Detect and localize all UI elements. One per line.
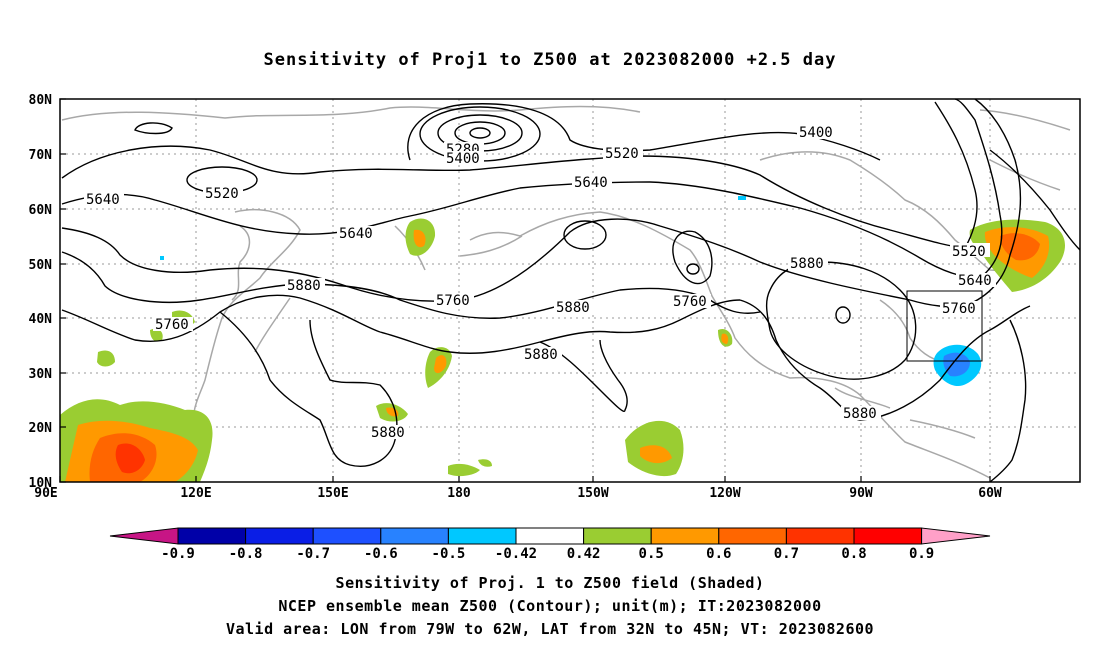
lon-label: 90W	[849, 486, 873, 501]
colorbar-swatch	[853, 527, 923, 545]
colorbar-tick-label: -0.6	[364, 546, 398, 562]
colorbar-swatch	[245, 527, 314, 545]
contour-label: 5880	[371, 425, 405, 441]
contour-label: 5880	[843, 406, 877, 422]
lon-labels: 90E 120E 150E 180 150W 120W 90W 60W	[34, 486, 1002, 501]
shade-negative-region	[160, 256, 164, 260]
colorbar-tick-label: 0.9	[909, 546, 934, 562]
contour-label: 5880	[524, 347, 558, 363]
colorbar-triangle-left	[109, 527, 179, 545]
colorbar-triangle-right	[921, 527, 991, 545]
contour-label: 5880	[790, 256, 824, 272]
shade-positive-region	[115, 443, 145, 474]
contour-label: 5520	[952, 244, 986, 260]
colorbar-tick-label: 0.7	[774, 546, 799, 562]
colorbar-tick-label: 0.6	[706, 546, 731, 562]
contour-label: 5520	[605, 146, 639, 162]
shade-positive-region	[478, 459, 492, 467]
lat-label: 60N	[29, 203, 53, 218]
page-title: Sensitivity of Proj1 to Z500 at 20230820…	[263, 50, 837, 70]
map-frame	[59, 98, 1081, 483]
lat-label: 70N	[29, 148, 53, 163]
caption-shaded: Sensitivity of Proj. 1 to Z500 field (Sh…	[335, 574, 765, 592]
contour-label: 5760	[942, 301, 976, 317]
colorbar-tick-label: -0.7	[296, 546, 330, 562]
contour-label: 5760	[673, 294, 707, 310]
contour-labels: 5280 5400 5400 5520 5520 5520 5640 5640 …	[84, 125, 996, 441]
lat-label: 80N	[29, 93, 53, 108]
colorbar-tick-label: 0.8	[841, 546, 866, 562]
contour-label: 5640	[339, 226, 373, 242]
colorbar-swatch	[177, 527, 247, 545]
contour-label: 5400	[446, 151, 480, 167]
sensitivity-shading	[60, 196, 1065, 482]
shade-positive-region	[413, 229, 426, 248]
colorbar-tick-label: -0.5	[432, 546, 466, 562]
colorbar-tick-label: 0.42	[567, 546, 601, 562]
lat-label: 40N	[29, 312, 53, 327]
contour-label: 5880	[556, 300, 590, 316]
colorbar-swatch	[785, 527, 855, 545]
lat-label: 30N	[29, 367, 53, 382]
shade-positive-region	[640, 445, 672, 464]
contour-label: 5760	[155, 317, 189, 333]
map-plot: 5280 5400 5400 5520 5520 5520 5640 5640 …	[29, 93, 1081, 501]
shade-positive-region	[448, 463, 480, 477]
contour-label: 5640	[574, 175, 608, 191]
shade-negative-region	[943, 352, 970, 377]
contour-label: 5640	[958, 273, 992, 289]
lon-label: 180	[447, 486, 471, 501]
axis-ticks	[59, 98, 991, 483]
caption-valid-area: Valid area: LON from 79W to 62W, LAT fro…	[225, 620, 875, 638]
contour-label: 5400	[799, 125, 833, 141]
lon-label: 150E	[317, 486, 348, 501]
colorbar-tick-label: -0.42	[495, 546, 537, 562]
colorbar-tick-label: -0.8	[229, 546, 263, 562]
shade-positive-region	[434, 355, 447, 374]
lat-label: 10N	[29, 476, 53, 491]
colorbar-swatch	[583, 527, 652, 545]
lat-label: 50N	[29, 258, 53, 273]
contour-label: 5520	[205, 186, 239, 202]
colorbar-swatch	[447, 527, 517, 545]
lon-label: 150W	[577, 486, 608, 501]
colorbar-swatch	[515, 527, 585, 545]
shade-positive-region	[721, 333, 729, 344]
colorbar-swatch	[718, 527, 787, 545]
lon-label: 90E	[34, 486, 57, 501]
lon-label: 120E	[180, 486, 211, 501]
shade-negative-region	[738, 196, 746, 200]
colorbar-tick-label: 0.5	[639, 546, 664, 562]
colorbar-tick-label: -0.9	[161, 546, 195, 562]
lon-label: 120W	[709, 486, 740, 501]
shade-positive-region	[97, 350, 115, 367]
colorbar-swatch	[380, 527, 449, 545]
lon-label: 60W	[978, 486, 1002, 501]
colorbar: -0.9 -0.8 -0.7 -0.6 -0.5 -0.42 0.42 0.5 …	[109, 527, 991, 562]
shade-positive-region	[150, 328, 163, 342]
colorbar-swatch	[312, 527, 382, 545]
map-figure: 5280 5400 5400 5520 5520 5520 5640 5640 …	[29, 93, 1081, 562]
valid-area-box	[906, 290, 983, 362]
lat-label: 20N	[29, 421, 53, 436]
contour-label: 5640	[86, 192, 120, 208]
caption-contour: NCEP ensemble mean Z500 (Contour); unit(…	[278, 597, 822, 615]
colorbar-swatch	[650, 527, 720, 545]
contour-label: 5880	[287, 278, 321, 294]
colorbar-tick-labels: -0.9 -0.8 -0.7 -0.6 -0.5 -0.42 0.42 0.5 …	[161, 546, 934, 562]
lat-labels: 80N 70N 60N 50N 40N 30N 20N 10N	[29, 93, 53, 491]
contour-label: 5760	[436, 293, 470, 309]
